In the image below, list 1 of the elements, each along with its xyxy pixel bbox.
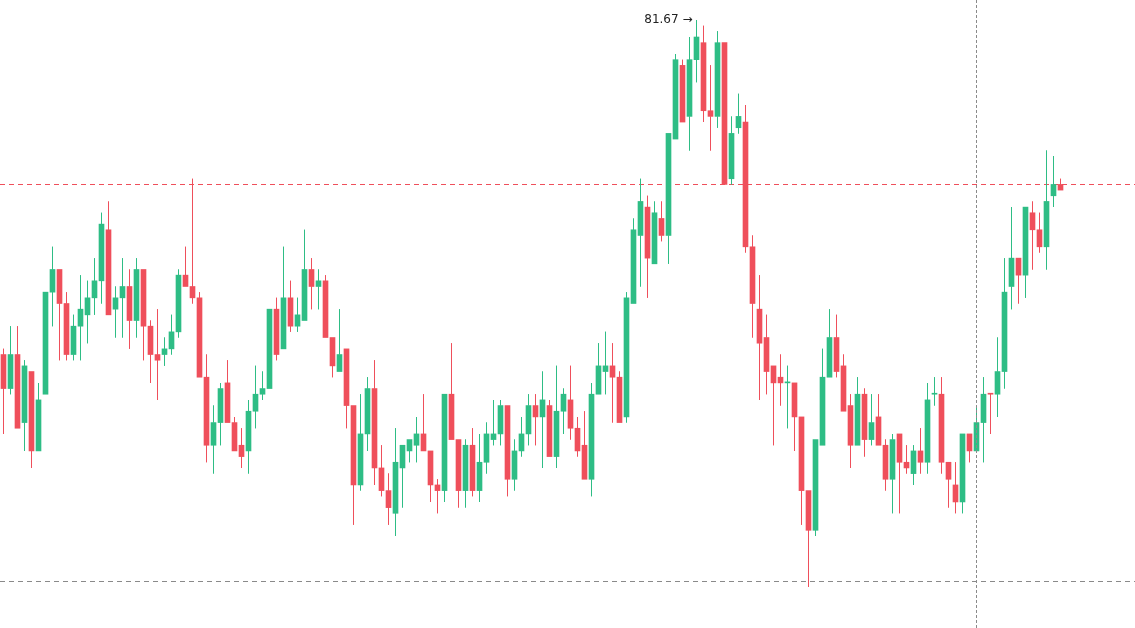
- annotation: 81.67 →: [644, 12, 693, 27]
